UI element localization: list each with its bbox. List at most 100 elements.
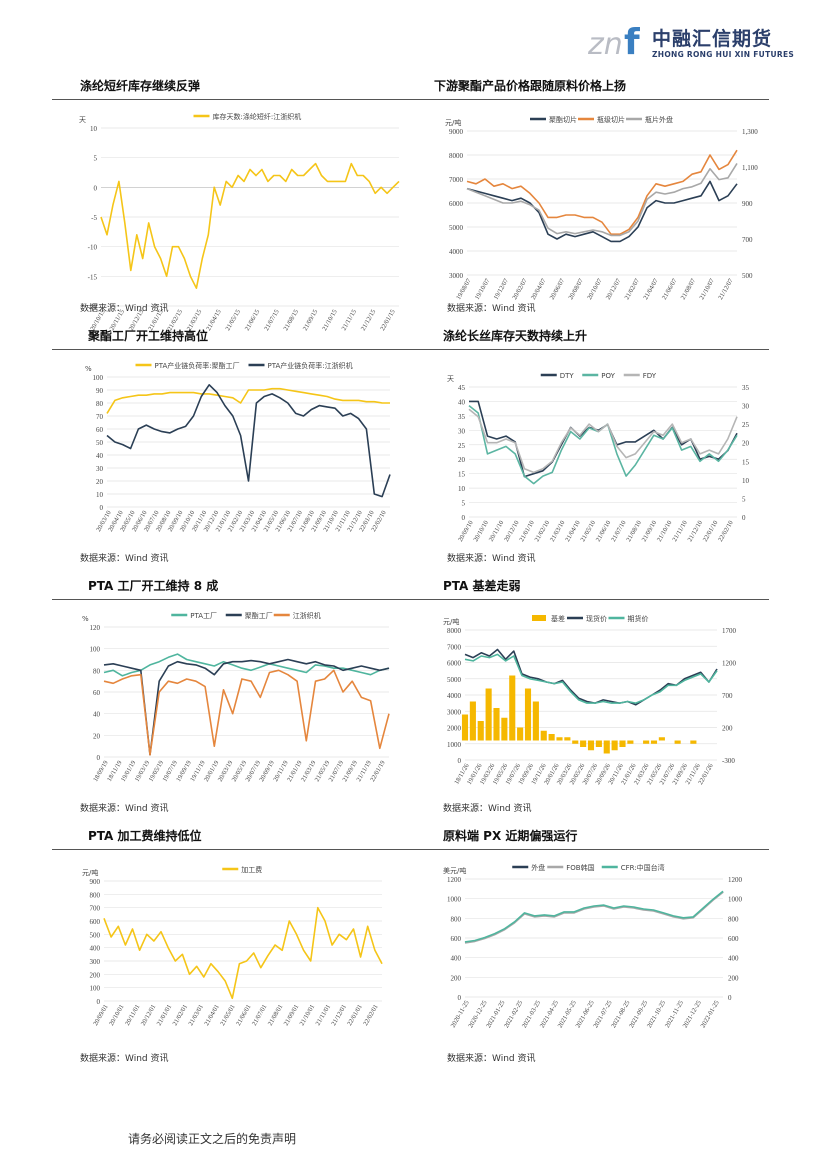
bar — [548, 734, 555, 741]
y-tick-label: 3000 — [447, 708, 462, 716]
y-tick-label: 5 — [94, 155, 98, 163]
company-name-en: ZHONG RONG HUI XIN FUTURES — [652, 50, 795, 59]
y-tick-label: 8000 — [449, 152, 464, 160]
chart-svg: 020040060080010001200美元/吨020040060080010… — [443, 863, 743, 1030]
legend-label: PTA产业链负荷率:聚酯工厂 — [155, 361, 240, 370]
x-tick-label: 22/01/15 — [379, 309, 397, 333]
y-tick-label: 0 — [462, 514, 466, 522]
y-tick-label: 20 — [96, 478, 104, 486]
bar — [619, 740, 626, 747]
legend-label: PTA工厂 — [190, 612, 217, 620]
series-line — [100, 162, 400, 289]
x-tick-label: 21/10/15 — [321, 309, 339, 333]
y-tick-label: 7000 — [449, 176, 464, 184]
y2-tick-label: 500 — [742, 272, 753, 280]
chart-svg: 020406080100120%18/09/1918/11/1919/01/19… — [82, 611, 390, 783]
series-line — [468, 408, 738, 474]
y-tick-label: 1200 — [447, 876, 462, 884]
bar — [493, 708, 500, 741]
y-tick-label: 0 — [458, 757, 462, 765]
bar — [485, 688, 492, 741]
chart-pta-plant-operating-rate: 0 20 40 60 80 100 120% 18/09/19 18/11/19 19/01/19… — [80, 605, 395, 795]
bar — [501, 717, 508, 741]
divider — [52, 349, 769, 350]
x-tick-label: 21/11/15 — [341, 309, 358, 332]
y-tick-label: 100 — [93, 374, 104, 382]
legend-label: 聚酯工厂 — [245, 612, 273, 620]
y2-tick-label: 20 — [742, 440, 750, 448]
y-tick-label: 200 — [90, 971, 101, 979]
legend-label: CFR:中国台湾 — [621, 863, 665, 872]
x-tick-label: 19/10/07 — [474, 277, 492, 301]
series-line — [103, 669, 390, 756]
y-tick-label: 15 — [458, 471, 466, 479]
y-tick-label: 8000 — [447, 627, 462, 635]
y-tick-label: 40 — [96, 452, 104, 460]
y2-tick-label: 700 — [742, 236, 753, 244]
y-tick-label: 120 — [90, 624, 101, 632]
source-note: 数据来源：Wind 资讯 — [80, 1054, 169, 1064]
section-title: 涤纶长丝库存天数持续上升 — [443, 329, 588, 343]
y-tick-label: 25 — [458, 442, 466, 450]
x-tick-label: 21/12/07 — [717, 277, 735, 301]
x-tick-label: 21/08/07 — [680, 277, 698, 301]
y2-tick-label: 1,300 — [742, 128, 758, 136]
y-tick-label: 30 — [458, 427, 466, 435]
chart-pta-processing-fee: 0 100 200 300 400 500 600 700 800 900 元/吨 20/09/01 2… — [80, 855, 395, 1045]
y-tick-label: 3000 — [449, 272, 464, 280]
bar — [469, 701, 476, 741]
bar — [572, 740, 579, 744]
y-tick-label: 80 — [96, 400, 104, 408]
y2-tick-label: 0 — [742, 514, 746, 522]
source-note: 数据来源：Wind 资讯 — [80, 554, 169, 564]
series-line — [466, 162, 738, 237]
y-tick-label: 0 — [97, 998, 101, 1006]
y-tick-label: 35 — [458, 413, 466, 421]
y-tick-label: 2000 — [447, 725, 462, 733]
section-title: 涤纶短纤库存继续反弹 — [80, 79, 201, 93]
legend-swatch — [532, 615, 546, 621]
x-tick-label: 21/10/07 — [698, 277, 716, 301]
y2-tick-label: 25 — [742, 421, 750, 429]
y-tick-label: 70 — [96, 413, 104, 421]
section-title: 下游聚酯产品价格跟随原料价格上扬 — [434, 79, 627, 93]
y-tick-label: 60 — [93, 689, 101, 697]
y-tick-label: 6000 — [447, 660, 462, 668]
legend-label: DTY — [560, 372, 575, 380]
source-note: 数据来源：Wind 资讯 — [80, 304, 169, 314]
znf-logo-icon: zn f — [588, 22, 640, 60]
y-tick-label: 0 — [97, 754, 101, 762]
section-title: PTA 加工费维持低位 — [88, 829, 202, 843]
x-tick-label: 21/04/07 — [642, 277, 660, 301]
y2-tick-label: 0 — [728, 994, 732, 1002]
y-tick-label: 0 — [94, 184, 98, 192]
legend-label: FOB韩国 — [566, 863, 594, 872]
source-note: 数据来源：Wind 资讯 — [80, 804, 169, 814]
bar — [580, 740, 587, 747]
x-tick-label: 21/06/07 — [661, 277, 679, 301]
chart-polyester-product-prices: 3000 4000 5000 6000 7000 8000 9000 元/吨 500 700 900… — [437, 103, 758, 301]
legend-label: 瓶级切片 — [597, 115, 625, 124]
y-tick-label: 1000 — [447, 896, 462, 904]
x-tick-label: 2022-01-25 — [699, 1000, 720, 1030]
legend-label: POY — [601, 372, 615, 380]
y-tick-label: 400 — [451, 955, 462, 963]
source-note: 数据来源：Wind 资讯 — [443, 804, 532, 814]
y-unit-label: % — [85, 365, 92, 373]
x-tick-label: 22/02/01 — [362, 1004, 380, 1028]
series-line — [103, 906, 383, 1000]
x-tick-label: 21/05/15 — [224, 309, 242, 333]
svg-text:zn: zn — [588, 27, 623, 60]
y-unit-label: 天 — [447, 375, 454, 383]
y2-tick-label: 400 — [728, 955, 739, 963]
y-unit-label: 美元/吨 — [443, 866, 466, 875]
y-tick-label: 20 — [458, 456, 466, 464]
y-tick-label: 800 — [90, 891, 101, 899]
bar — [524, 688, 532, 741]
legend-label: 期货价 — [628, 614, 649, 623]
series-line — [106, 383, 391, 498]
y2-tick-label: 30 — [742, 403, 750, 411]
y2-tick-label: 35 — [742, 384, 750, 392]
bar — [658, 737, 665, 741]
